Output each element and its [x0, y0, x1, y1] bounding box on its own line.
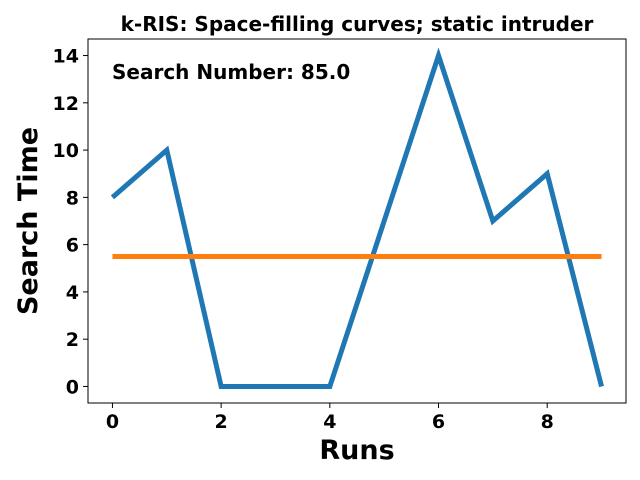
y-tick-label: 2: [66, 329, 79, 351]
plot-area: 0 2 4 6 8 0 2 4 6 8 10 12 14: [53, 38, 627, 433]
series-line-1: [110, 47, 604, 389]
x-axis: 0 2 4 6 8: [106, 403, 554, 433]
y-tick-label: 10: [53, 140, 79, 162]
y-tick-label: 6: [66, 235, 79, 257]
x-tick-label: 0: [106, 411, 119, 433]
x-tick-label: 4: [323, 411, 336, 433]
plot-frame: [87, 38, 627, 404]
x-tick-label: 6: [432, 411, 445, 433]
y-axis-label: Search Time: [13, 127, 44, 315]
y-tick-label: 14: [53, 46, 79, 68]
y-axis: 0 2 4 6 8 10 12 14: [53, 46, 88, 398]
chart-title: k-RIS: Space-filling curves; static intr…: [121, 12, 594, 36]
x-tick-label: 2: [215, 411, 228, 433]
chart-annotation: Search Number: 85.0: [112, 60, 350, 84]
y-tick-label: 0: [66, 376, 79, 398]
y-tick-label: 12: [53, 93, 79, 115]
x-tick-label: 8: [541, 411, 554, 433]
x-axis-label: Runs: [319, 435, 394, 466]
y-tick-label: 4: [66, 282, 79, 304]
y-tick-label: 8: [66, 187, 79, 209]
series-layer: [110, 47, 604, 389]
